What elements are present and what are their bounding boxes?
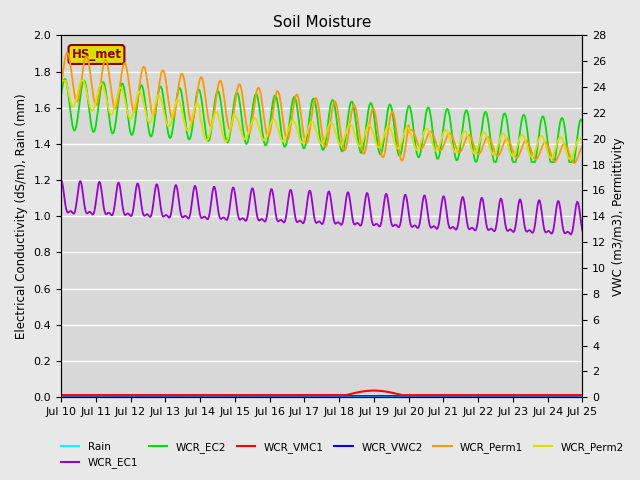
Y-axis label: VWC (m3/m3), Permittivity: VWC (m3/m3), Permittivity	[612, 137, 625, 296]
Legend: Rain, WCR_EC1, WCR_EC2, WCR_VMC1, WCR_VWC2, WCR_Perm1, WCR_Perm2: Rain, WCR_EC1, WCR_EC2, WCR_VMC1, WCR_VW…	[56, 438, 628, 472]
Y-axis label: Electrical Conductivity (dS/m), Rain (mm): Electrical Conductivity (dS/m), Rain (mm…	[15, 94, 28, 339]
Title: Soil Moisture: Soil Moisture	[273, 15, 371, 30]
Text: HS_met: HS_met	[72, 48, 122, 61]
